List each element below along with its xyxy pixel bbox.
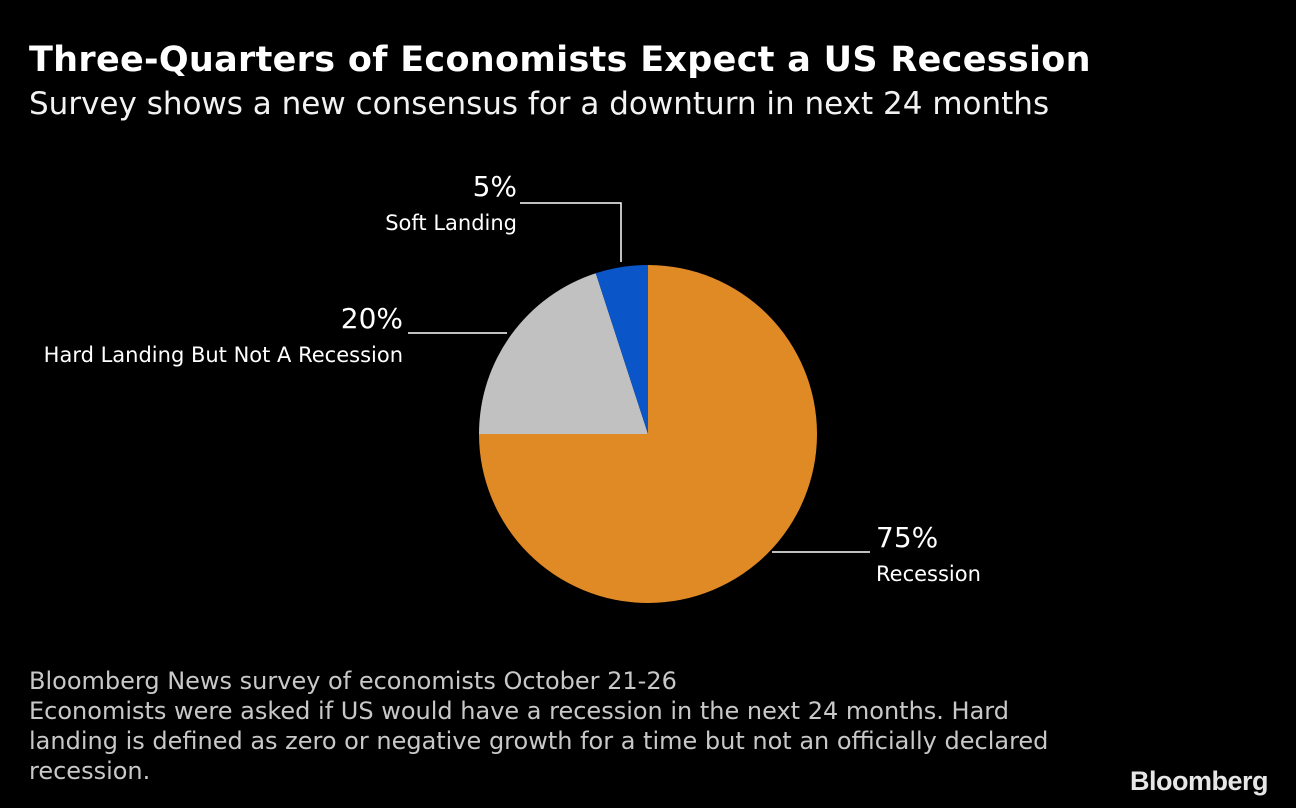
pie-slice-2 <box>595 265 648 434</box>
chart-subtitle: Survey shows a new consensus for a downt… <box>29 86 1050 122</box>
data-label-name-0: Recession <box>876 562 981 586</box>
leader-line-2 <box>520 202 622 262</box>
bloomberg-logo: Bloomberg <box>1129 766 1269 796</box>
data-label-value-2: 5% <box>473 170 517 203</box>
data-label-value-0: 75% <box>876 521 938 554</box>
data-label-name-1: Hard Landing But Not A Recession <box>44 343 403 367</box>
footnote: Bloomberg News survey of economists Octo… <box>29 666 1059 786</box>
data-label-name-2: Soft Landing <box>385 211 517 235</box>
chart-title: Three-Quarters of Economists Expect a US… <box>29 40 1091 80</box>
pie-slice-1 <box>479 273 648 434</box>
data-label-value-1: 20% <box>341 302 403 335</box>
footnote-source: Bloomberg News survey of economists Octo… <box>29 667 677 695</box>
footnote-note: Economists were asked if US would have a… <box>29 697 1049 785</box>
